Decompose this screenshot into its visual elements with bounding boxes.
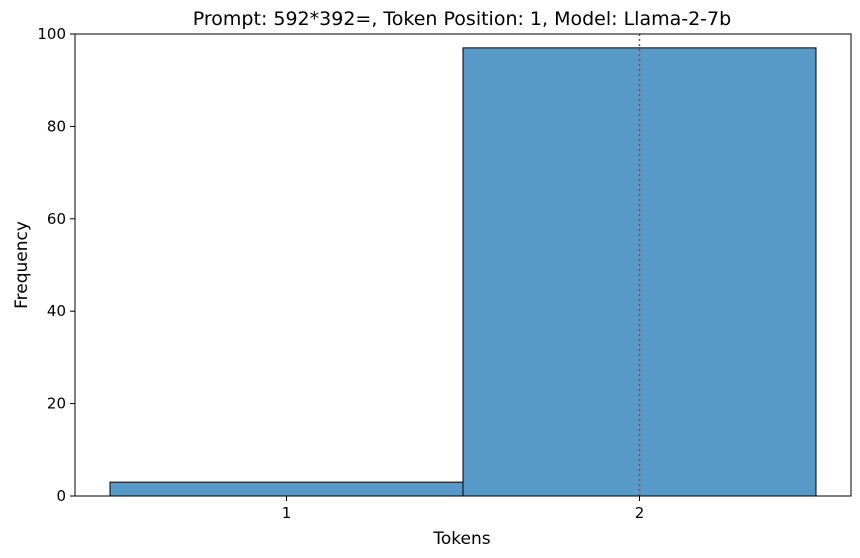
bar-2 (462, 47, 817, 497)
y-tick-label: 20 (47, 395, 66, 413)
y-tick-label: 0 (56, 487, 66, 505)
y-tick-label: 100 (37, 25, 66, 43)
y-axis-label: Frequency (12, 221, 32, 309)
bar-1 (109, 481, 464, 497)
y-axis-ticks: 0 20 40 60 80 100 (37, 25, 75, 505)
y-tick-label: 40 (47, 302, 66, 320)
x-tick-label: 1 (282, 504, 292, 522)
y-tick-label: 80 (47, 117, 66, 135)
bars-group (109, 47, 817, 497)
x-axis-label: Tokens (432, 529, 490, 549)
plot-area (74, 33, 852, 497)
axes-frame (74, 33, 852, 497)
chart-title: Prompt: 592*392=, Token Position: 1, Mod… (193, 8, 731, 30)
x-tick-label: 2 (635, 504, 645, 522)
y-tick-label: 60 (47, 210, 66, 228)
